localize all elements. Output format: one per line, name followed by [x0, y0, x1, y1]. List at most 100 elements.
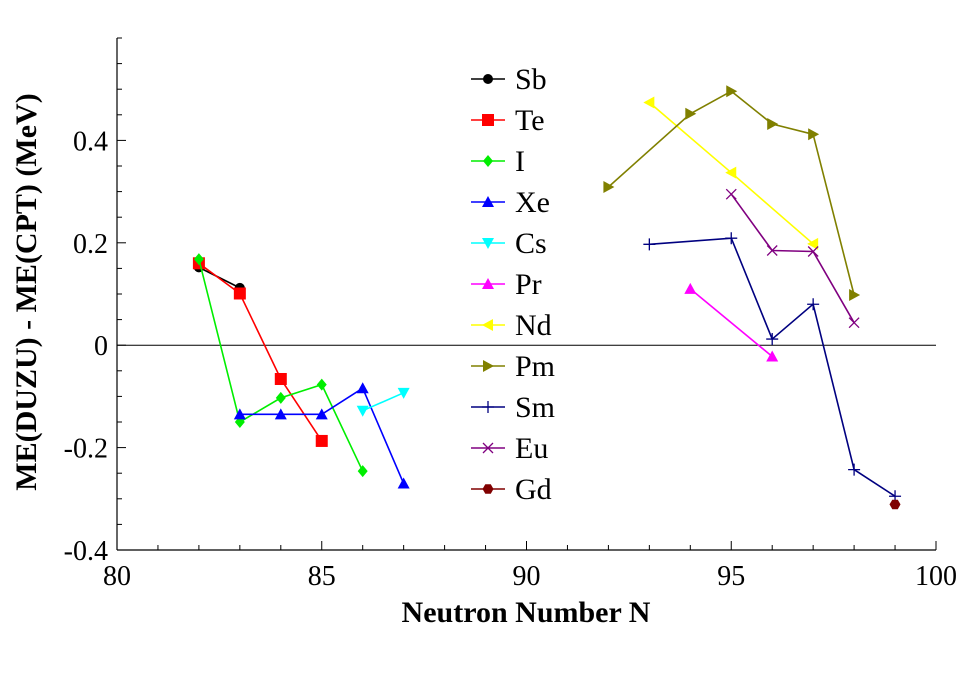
data-point-eu: [766, 245, 778, 256]
legend-label-eu: Eu: [515, 432, 548, 465]
data-point-eu: [807, 246, 819, 257]
data-point-i: [275, 391, 286, 404]
legend-marker-i: [483, 155, 493, 167]
legend-marker-te: [482, 114, 494, 126]
data-point-sm: [725, 232, 738, 245]
data-point-eu: [848, 317, 860, 329]
legend-label-cs: Cs: [515, 227, 547, 260]
data-point-pm: [685, 107, 697, 120]
data-point-i: [193, 253, 204, 266]
data-point-i: [316, 378, 327, 391]
y-tick-label: 0.4: [73, 126, 108, 157]
legend-marker-pr: [482, 278, 494, 289]
legend-item-nd: Nd: [471, 309, 552, 342]
data-point-xe: [233, 408, 246, 420]
legend-item-sb: Sb: [471, 63, 547, 96]
data-point-xe: [274, 408, 287, 420]
data-point-sm: [807, 298, 820, 311]
legend-marker-pm: [483, 360, 494, 372]
data-point-sm: [643, 238, 656, 251]
axes-frame: [116, 37, 937, 551]
legend-label-pr: Pr: [515, 268, 542, 301]
data-point-nd: [725, 166, 737, 179]
series-cs: [356, 387, 410, 417]
legend-label-nd: Nd: [515, 309, 552, 342]
data-point-pm: [767, 118, 779, 131]
data-point-sm: [766, 333, 779, 346]
series-sm: [643, 232, 902, 503]
data-point-te: [274, 372, 287, 385]
y-tick-label: -0.4: [64, 536, 108, 567]
legend: Sb Te I Xe Cs Pr Nd Pm Sm Eu Gd: [471, 63, 555, 506]
y-tick-label: 0: [94, 331, 108, 362]
legend-marker-sb: [483, 74, 493, 84]
data-point-pm: [849, 289, 861, 302]
legend-marker-sm: [482, 401, 494, 413]
series-i: [193, 253, 368, 478]
x-tick-label: 90: [513, 561, 541, 592]
data-point-xe: [397, 477, 410, 489]
data-point-pm: [726, 85, 738, 98]
series-nd: [643, 96, 819, 250]
legend-item-sm: Sm: [471, 391, 555, 424]
legend-label-xe: Xe: [515, 186, 550, 219]
data-point-cs: [356, 405, 369, 417]
series-line-pm: [607, 90, 855, 296]
data-point-te: [233, 287, 246, 300]
legend-marker-gd: [482, 484, 494, 494]
legend-marker-nd: [482, 319, 493, 331]
legend-label-pm: Pm: [515, 350, 555, 383]
series-te: [192, 257, 328, 447]
series-xe: [233, 382, 410, 489]
x-axis-title: Neutron Number N: [402, 596, 651, 629]
data-point-xe: [356, 382, 369, 394]
series-line-i: [198, 259, 364, 472]
y-axis-title: ME(DUZU) - ME(CPT) (MeV): [10, 93, 43, 490]
legend-item-cs: Cs: [471, 227, 547, 260]
legend-label-gd: Gd: [515, 473, 552, 506]
data-point-i: [357, 465, 368, 478]
y-tick-label: -0.2: [64, 434, 108, 465]
series-layer: [192, 85, 902, 510]
legend-label-sm: Sm: [515, 391, 555, 424]
tick-labels: 80 85 90 95 100 -0.4 -0.2 0 0.2 0.4: [64, 126, 957, 592]
data-point-nd: [643, 96, 655, 109]
data-point-pr: [684, 282, 697, 294]
x-tick-label: 95: [717, 561, 745, 592]
legend-label-te: Te: [515, 104, 545, 137]
legend-item-gd: Gd: [471, 473, 552, 506]
series-line-te: [198, 262, 323, 442]
data-point-gd: [889, 499, 901, 510]
legend-item-xe: Xe: [471, 186, 550, 219]
legend-item-pr: Pr: [471, 268, 542, 301]
data-point-pr: [766, 350, 779, 362]
legend-marker-cs: [482, 238, 494, 249]
legend-item-eu: Eu: [471, 432, 548, 465]
series-eu: [725, 188, 860, 329]
legend-label-sb: Sb: [515, 63, 547, 96]
series-line-sm: [649, 237, 896, 497]
x-tick-label: 100: [915, 561, 957, 592]
series-line-cs: [362, 392, 404, 412]
x-tick-label: 85: [308, 561, 336, 592]
legend-label-i: I: [515, 145, 525, 178]
legend-marker-eu: [482, 442, 494, 454]
legend-item-pm: Pm: [471, 350, 555, 383]
data-point-nd: [807, 237, 819, 250]
data-point-eu: [725, 188, 737, 200]
data-point-pm: [603, 180, 615, 193]
x-tick-label: 80: [103, 561, 131, 592]
legend-item-i: I: [471, 145, 525, 178]
data-point-cs: [397, 387, 410, 399]
y-tick-label: 0.2: [73, 229, 108, 260]
series-line-pr: [689, 288, 773, 358]
series-line-eu: [730, 193, 855, 324]
data-point-te: [315, 434, 328, 447]
data-point-pm: [808, 128, 820, 141]
legend-marker-xe: [482, 196, 494, 207]
legend-item-te: Te: [471, 104, 545, 137]
series-gd: [889, 499, 901, 510]
series-pm: [603, 85, 861, 302]
data-point-sm: [848, 463, 861, 476]
